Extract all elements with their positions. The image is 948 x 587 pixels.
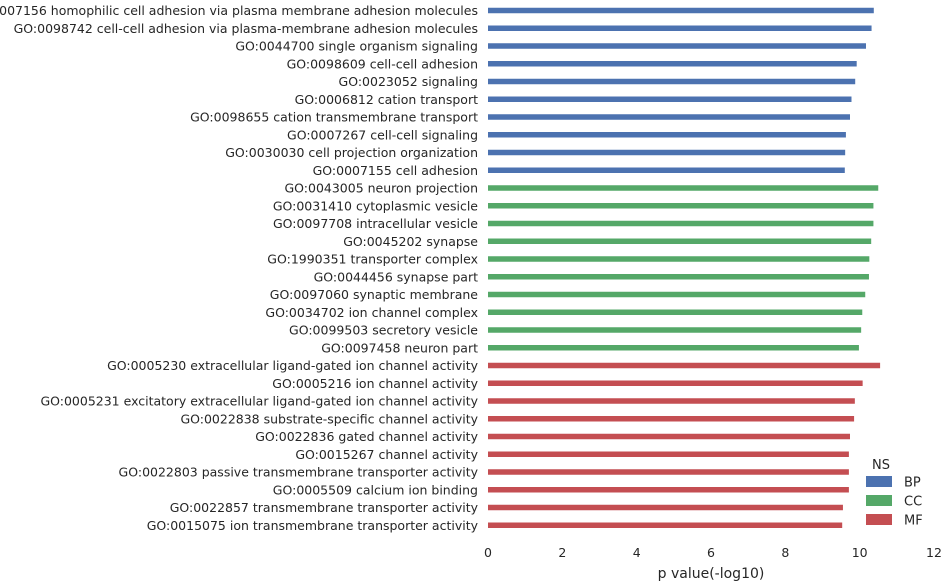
category-label: GO:0007156 homophilic cell adhesion via … [0,3,478,18]
category-label: GO:0007267 cell-cell signaling [287,127,478,142]
bar-bp [488,167,845,173]
category-label: GO:0097458 neuron part [321,340,478,355]
bar-mf [488,380,863,386]
x-axis: 0 2 4 6 8 10 12 [484,545,942,560]
x-tick-label: 2 [558,545,566,560]
legend-title: NS [872,458,890,473]
category-label: GO:0043005 neuron projection [284,181,478,196]
category-label: GO:0022836 gated channel activity [255,429,478,444]
category-label: GO:0005216 ion channel activity [272,376,478,391]
bar-bp [488,61,857,67]
x-tick-label: 8 [781,545,789,560]
legend-label-cc: CC [904,495,922,510]
bar-bp [488,96,852,102]
category-labels: GO:0007156 homophilic cell adhesion via … [0,3,479,533]
category-label: GO:1990351 transporter complex [267,252,478,267]
x-tick-label: 12 [926,545,942,560]
category-label: GO:0030030 cell projection organization [225,145,478,160]
legend: NS BP CC MF [866,458,923,529]
category-label: GO:0098742 cell-cell adhesion via plasma… [14,21,478,36]
bar-bp [488,7,874,14]
x-tick-label: 6 [707,545,715,560]
bar-bp [488,114,850,120]
bar-cc [488,327,862,333]
x-tick-label: 10 [852,545,868,560]
legend-swatch-cc [866,495,892,506]
category-label: GO:0044700 single organism signaling [235,39,478,54]
bar-cc [488,345,859,351]
bar-cc [488,291,866,298]
bar-cc [488,185,879,191]
bar-cc [488,203,874,209]
x-axis-label: p value(-log10) [658,566,765,582]
category-label: GO:0099503 secretory vesicle [289,323,478,338]
category-label: GO:0015075 ion transmembrane transporter… [147,518,479,533]
bar-mf [488,416,855,422]
category-label: GO:0005230 extracellular ligand-gated io… [107,358,479,373]
bar-bp [488,78,856,85]
x-tick-label: 4 [633,545,641,560]
category-label: GO:0022857 transmembrane transporter act… [170,500,479,515]
bar-cc [488,274,869,280]
bar-bp [488,43,866,49]
bar-mf [488,362,881,369]
bar-mf [488,504,843,511]
bar-bp [488,25,872,31]
bar-mf [488,522,843,528]
bar-bp [488,149,846,156]
x-tick-label: 0 [484,545,492,560]
legend-label-bp: BP [904,476,921,491]
bar-mf [488,398,855,404]
category-label: GO:0097060 synaptic membrane [270,287,479,302]
category-label: GO:0006812 cation transport [295,92,478,107]
category-label: GO:0022838 substrate-specific channel ac… [180,411,478,426]
bar-cc [488,309,863,315]
bar-mf [488,469,849,475]
bars-layer [488,7,881,528]
bar-cc [488,256,870,262]
bar-mf [488,433,850,440]
category-label: GO:0007155 cell adhesion [313,163,478,178]
category-label: GO:0097708 intracellular vesicle [273,216,478,231]
category-label: GO:0022803 passive transmembrane transpo… [119,465,479,480]
category-label: GO:0045202 synapse [343,234,478,249]
bar-bp [488,132,846,138]
category-label: GO:0005509 calcium ion binding [273,482,478,497]
category-label: GO:0023052 signaling [339,74,478,89]
category-label: GO:0034702 ion channel complex [265,305,478,320]
category-label: GO:0005231 excitatory extracellular liga… [40,394,478,409]
legend-swatch-mf [866,514,892,525]
bar-cc [488,238,872,244]
category-label: GO:0015267 channel activity [295,447,478,462]
legend-label-mf: MF [904,514,923,529]
bar-mf [488,451,849,457]
bar-mf [488,487,849,493]
legend-swatch-bp [866,476,892,487]
category-label: GO:0044456 synapse part [314,269,478,284]
category-label: GO:0031410 cytoplasmic vesicle [273,198,478,213]
bar-cc [488,220,874,227]
category-label: GO:0098609 cell-cell adhesion [287,56,478,71]
category-label: GO:0098655 cation transmembrane transpor… [190,110,478,125]
